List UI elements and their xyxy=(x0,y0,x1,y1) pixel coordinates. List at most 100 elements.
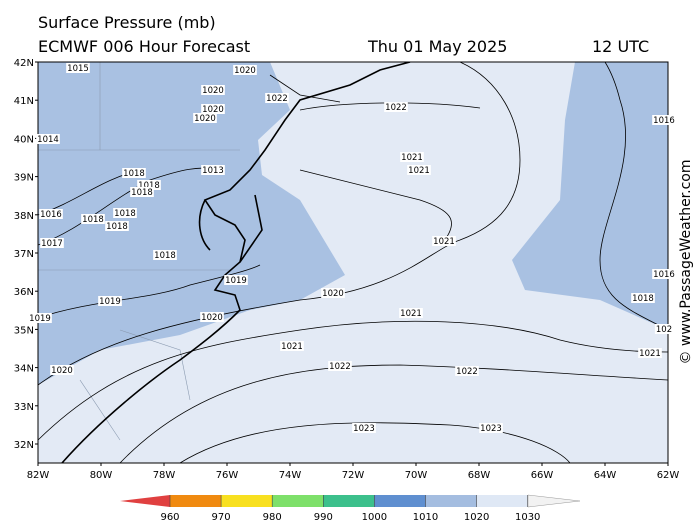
isobar-label-bg xyxy=(638,348,662,358)
isobar-label-bg xyxy=(455,366,479,376)
isobar-label-bg xyxy=(652,115,676,125)
colorbar-label: 970 xyxy=(212,512,231,523)
isobar-label: 1018 xyxy=(82,215,104,225)
isobar-label: 1019 xyxy=(225,276,247,286)
lat-label: 42N xyxy=(14,58,34,69)
isobar-label-bg xyxy=(352,423,376,433)
lat-label: 41N xyxy=(14,96,34,107)
isobar-label: 1018 xyxy=(154,251,176,261)
lon-label: 78W xyxy=(153,470,176,481)
isobar xyxy=(38,320,668,441)
lon-label: 76W xyxy=(216,470,239,481)
time: 12 UTC xyxy=(592,37,649,56)
lon-label: 64W xyxy=(594,470,617,481)
coastline xyxy=(198,194,263,263)
isobar-label-bg xyxy=(130,187,154,197)
isobar-label-bg xyxy=(479,423,503,433)
isobar-label: 1014 xyxy=(37,135,59,145)
lon-label: 70W xyxy=(405,470,428,481)
state-borders xyxy=(38,62,240,441)
isobar-label-bg xyxy=(153,250,177,260)
colorbar-segment xyxy=(476,495,528,507)
isobar-label: 1022 xyxy=(329,362,351,372)
isobar-label-bg xyxy=(39,209,63,219)
coastline xyxy=(61,62,411,463)
isobar-label-bg xyxy=(652,269,676,279)
lon-label: 82W xyxy=(27,470,50,481)
isobar-label-bg xyxy=(400,152,424,162)
lat-label: 40N xyxy=(14,134,34,145)
isobar-label: 1021 xyxy=(433,237,455,247)
isobar-label-bg xyxy=(654,324,674,334)
colorbar-segment xyxy=(323,495,375,507)
lat-label: 32N xyxy=(14,440,34,451)
isobar-label: 1018 xyxy=(632,294,654,304)
colorbar-segment xyxy=(170,495,222,507)
isobar-label: 1018 xyxy=(138,181,160,191)
isobar-label: 1018 xyxy=(114,209,136,219)
isobar-label-bg xyxy=(81,214,105,224)
isobar-label: 1019 xyxy=(29,314,51,324)
colorbar-segment xyxy=(272,495,324,507)
lat-label: 34N xyxy=(14,364,34,375)
isobar-label-bg xyxy=(407,165,431,175)
isobar-label: 1022 xyxy=(266,94,288,104)
isobar-label-bg xyxy=(105,221,129,231)
lat-label: 38N xyxy=(14,211,34,222)
lat-label: 36N xyxy=(14,287,34,298)
isobar-label-bg xyxy=(328,361,352,371)
lon-label: 74W xyxy=(279,470,302,481)
isobar-label: 1016 xyxy=(653,116,675,126)
isobar-label: 1021 xyxy=(400,309,422,319)
date: Thu 01 May 2025 xyxy=(367,37,507,56)
isobar xyxy=(38,62,521,386)
isobar-label: 1022 xyxy=(456,367,478,377)
lat-label: 37N xyxy=(14,249,34,260)
credit: © www.PassageWeather.com xyxy=(678,159,694,364)
isobar-label-bg xyxy=(98,296,122,306)
isobar-label: 1021 xyxy=(281,342,303,352)
isobar-label-bg xyxy=(631,293,655,303)
isobar-label: 1020 xyxy=(202,86,224,96)
isobar-label: 1020 xyxy=(201,313,223,323)
isobar-label-bg xyxy=(201,104,225,114)
isobar-label: 1021 xyxy=(408,166,430,176)
isobar-label-bg xyxy=(280,341,304,351)
isobar-label-bg xyxy=(113,208,137,218)
isobar-label: 1016 xyxy=(653,270,675,280)
colorbar-segment xyxy=(221,495,273,507)
lat-label: 35N xyxy=(14,325,34,336)
lon-label: 68W xyxy=(468,470,491,481)
isobar-label-bg xyxy=(265,93,289,103)
isobar-label-bg xyxy=(36,134,60,144)
isobar-label: 1013 xyxy=(202,166,224,176)
isobar-label: 1023 xyxy=(353,424,375,434)
colorbar-label: 1030 xyxy=(515,512,540,523)
lat-label: 33N xyxy=(14,402,34,413)
isobar-label: 1017 xyxy=(41,239,63,249)
lon-label: 80W xyxy=(90,470,113,481)
isobar-label: 1023 xyxy=(480,424,502,434)
isobar-label: 1015 xyxy=(67,64,89,74)
isobar-label: 1020 xyxy=(234,66,256,76)
colorbar-segment xyxy=(425,495,477,507)
title: Surface Pressure (mb) xyxy=(38,13,216,32)
colorbar: 960 970 980 990 1000 1010 1020 1030 xyxy=(120,494,581,523)
isobar-label-bg xyxy=(384,102,408,112)
isobar-label: 1018 xyxy=(131,188,153,198)
isobar-label-bg xyxy=(122,168,146,178)
isobar-label: 1018 xyxy=(106,222,128,232)
isobar-label: 102 xyxy=(656,325,672,335)
isobar-label-bg xyxy=(201,85,225,95)
isobar-label: 1021 xyxy=(401,153,423,163)
isobar-label: 1020 xyxy=(322,289,344,299)
colorbar-label: 980 xyxy=(263,512,282,523)
colorbar-label: 1010 xyxy=(413,512,438,523)
isobar-label-bg xyxy=(193,113,217,123)
isobar-label-bg xyxy=(200,312,224,322)
isobar-label: 1022 xyxy=(385,103,407,113)
isobar xyxy=(38,264,261,319)
model: ECMWF 006 Hour Forecast xyxy=(38,37,250,56)
isobar xyxy=(299,169,452,242)
lon-label: 66W xyxy=(531,470,554,481)
